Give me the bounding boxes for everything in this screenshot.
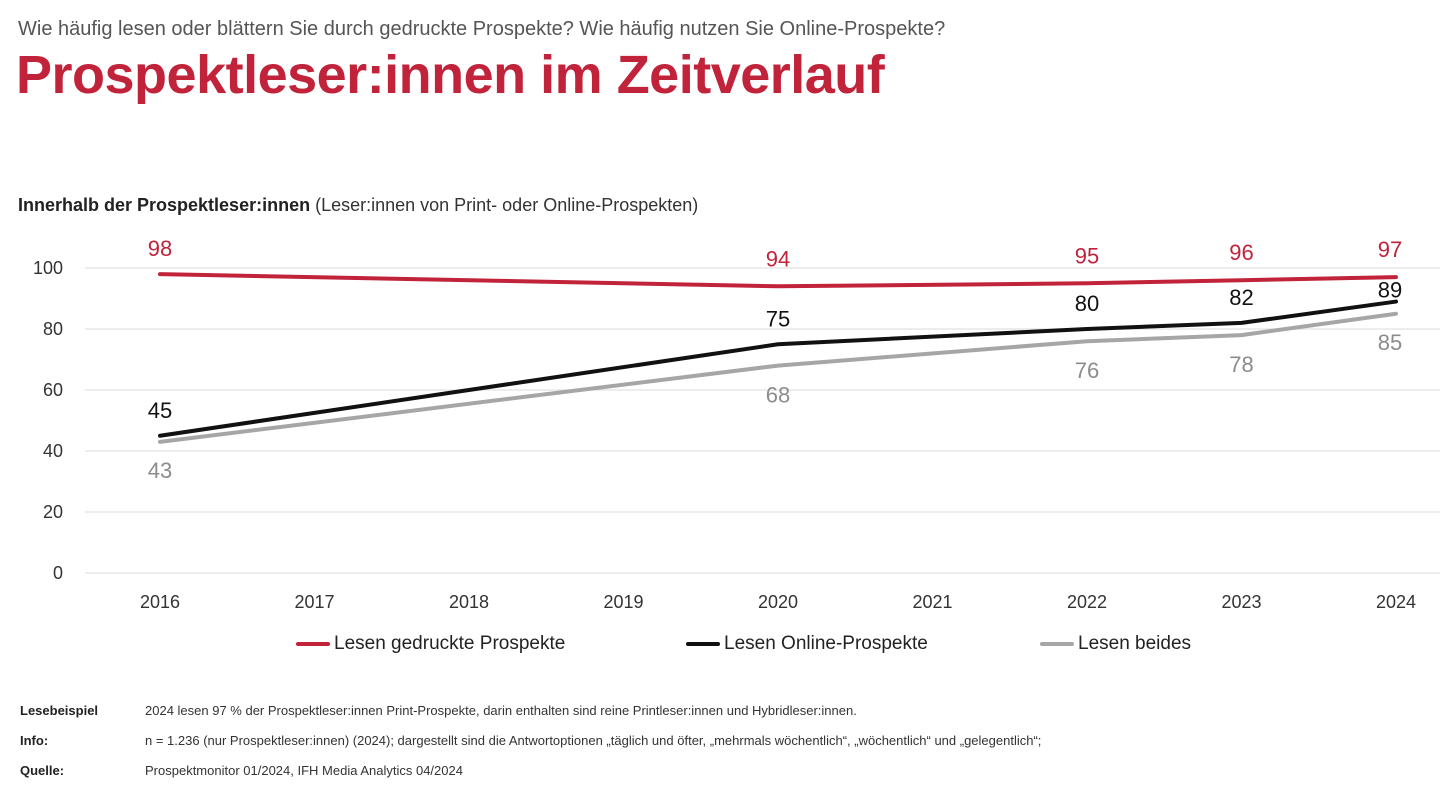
- data-label: 82: [1229, 285, 1253, 310]
- chart-subtitle: Innerhalb der Prospektleser:innen (Leser…: [18, 195, 698, 216]
- y-tick-label: 20: [43, 502, 63, 522]
- y-tick-label: 0: [53, 563, 63, 583]
- x-tick-label: 2019: [603, 592, 643, 612]
- page-title: Prospektleser:innen im Zeitverlauf: [16, 45, 885, 105]
- series-line-0: [158, 272, 1398, 289]
- x-tick-label: 2023: [1221, 592, 1261, 612]
- data-label: 98: [148, 236, 172, 261]
- legend-swatch-print: [296, 642, 330, 646]
- x-tick-label: 2020: [758, 592, 798, 612]
- data-label: 94: [766, 246, 790, 271]
- chart-subtitle-bold: Innerhalb der Prospektleser:innen: [18, 195, 311, 215]
- x-tick-label: 2017: [294, 592, 334, 612]
- legend-item-print: Lesen gedruckte Prospekte: [296, 633, 565, 655]
- legend-swatch-both: [1040, 642, 1074, 646]
- y-tick-label: 60: [43, 380, 63, 400]
- question-text: Wie häufig lesen oder blättern Sie durch…: [18, 18, 946, 40]
- series-line-2: [158, 311, 1398, 444]
- data-label: 97: [1378, 237, 1402, 262]
- series-line-1: [158, 299, 1398, 438]
- x-tick-label: 2024: [1376, 592, 1416, 612]
- y-tick-label: 100: [33, 258, 63, 278]
- x-tick-label: 2022: [1067, 592, 1107, 612]
- data-label: 45: [148, 398, 172, 423]
- x-tick-label: 2016: [140, 592, 180, 612]
- note-quelle: Quelle: Prospektmonitor 01/2024, IFH Medi…: [20, 763, 463, 778]
- chart-subtitle-rest: (Leser:innen von Print- oder Online-Pros…: [310, 195, 699, 215]
- line-chart: 0 20 40 60 80 100 2016 2017 2018 2019 2020 2021 2022…: [33, 236, 1440, 612]
- x-tick-label: 2021: [912, 592, 952, 612]
- chart-legend: Lesen gedruckte Prospekte Lesen Online-P…: [0, 633, 1456, 659]
- legend-item-both: Lesen beides: [1040, 633, 1191, 655]
- note-key: Lesebeispiel: [20, 703, 99, 718]
- data-label: 95: [1075, 243, 1099, 268]
- y-tick-label: 40: [43, 441, 63, 461]
- legend-item-online: Lesen Online-Prospekte: [686, 633, 928, 655]
- y-tick-label: 80: [43, 319, 63, 339]
- data-label: 43: [148, 458, 172, 483]
- data-label: 68: [766, 383, 790, 408]
- legend-label-both: Lesen beides: [1078, 633, 1192, 654]
- data-label: 80: [1075, 291, 1099, 316]
- legend-swatch-online: [686, 642, 720, 646]
- note-key: Info:: [20, 733, 49, 748]
- note-info: Info: n = 1.236 (nur Prospektleser:innen)…: [20, 733, 1041, 748]
- data-label: 85: [1378, 330, 1402, 355]
- note-value: n = 1.236 (nur Prospektleser:innen) (202…: [145, 733, 1042, 748]
- legend-label-online: Lesen Online-Prospekte: [724, 633, 928, 654]
- legend-label-print: Lesen gedruckte Prospekte: [334, 633, 566, 654]
- data-label: 96: [1229, 240, 1253, 265]
- note-value: Prospektmonitor 01/2024, IFH Media Analy…: [145, 763, 463, 778]
- data-label: 75: [766, 306, 790, 331]
- data-label: 89: [1378, 278, 1402, 303]
- note-value: 2024 lesen 97 % der Prospektleser:innen …: [145, 703, 857, 718]
- x-tick-label: 2018: [449, 592, 489, 612]
- data-label: 78: [1229, 352, 1253, 377]
- note-key: Quelle:: [20, 763, 65, 778]
- note-lesebeispiel: Lesebeispiel 2024 lesen 97 % der Prospekt…: [20, 703, 857, 718]
- data-label: 76: [1075, 358, 1099, 383]
